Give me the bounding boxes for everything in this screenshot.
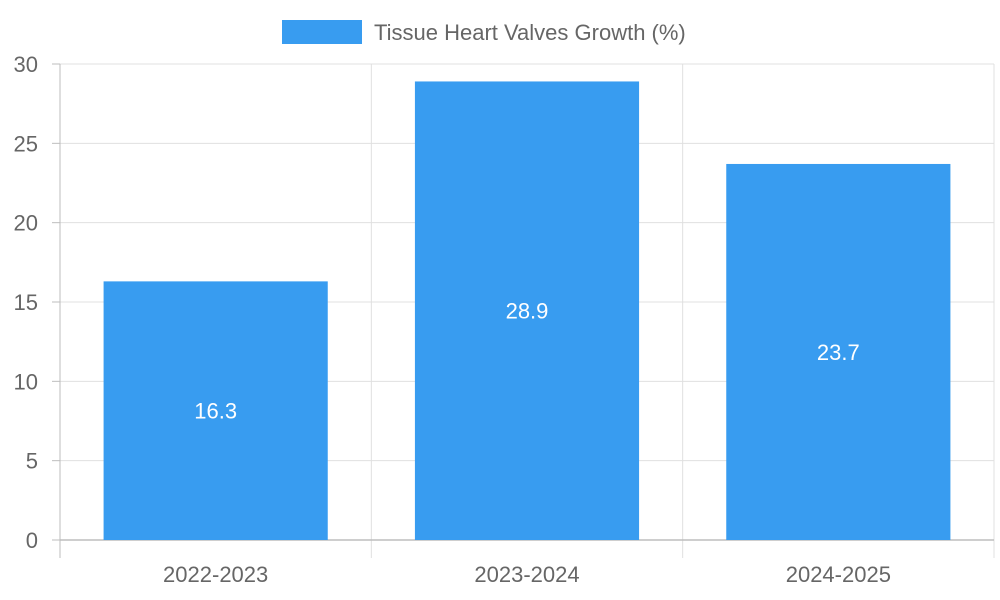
- bar-2023-2024[interactable]: [414, 81, 640, 540]
- y-tick-label-15: 15: [14, 290, 38, 315]
- y-tick-label-10: 10: [14, 369, 38, 394]
- legend-swatch: [282, 20, 362, 44]
- x-axis-ticks: 2022-2023 2023-2024 2024-2025: [163, 562, 891, 587]
- bar-2024-2025[interactable]: [726, 163, 951, 540]
- y-tick-label-20: 20: [14, 211, 38, 236]
- legend[interactable]: Tissue Heart Valves Growth (%): [282, 20, 686, 45]
- bar-2022-2023[interactable]: [103, 281, 328, 540]
- bar-value-label-2024-2025: 23.7: [817, 340, 860, 365]
- legend-label: Tissue Heart Valves Growth (%): [374, 20, 686, 45]
- y-tick-label-30: 30: [14, 52, 38, 77]
- bar-labels: 16.3 28.9 23.7: [194, 299, 859, 424]
- x-tick-label-2023-2024: 2023-2024: [474, 562, 579, 587]
- y-tick-label-25: 25: [14, 131, 38, 156]
- y-tick-label-5: 5: [26, 449, 38, 474]
- y-tick-label-0: 0: [26, 528, 38, 553]
- x-tick-label-2024-2025: 2024-2025: [786, 562, 891, 587]
- bar-value-label-2023-2024: 28.9: [506, 299, 549, 324]
- x-tick-label-2022-2023: 2022-2023: [163, 562, 268, 587]
- y-axis-ticks: 0 5 10 15 20 25 30: [14, 52, 60, 553]
- bar-value-label-2022-2023: 16.3: [194, 399, 237, 424]
- bars: [103, 81, 951, 540]
